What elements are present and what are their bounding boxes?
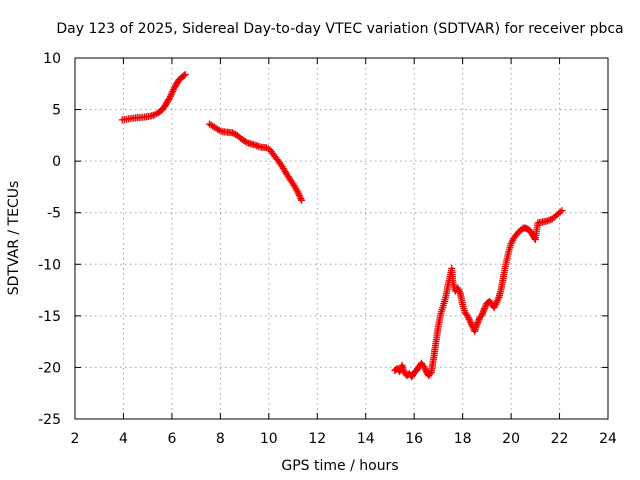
plot-frame	[74, 57, 609, 420]
y-tick-label: 10	[43, 51, 61, 67]
y-tick-label: -20	[38, 360, 61, 376]
data-point	[165, 96, 173, 104]
data-point	[558, 207, 566, 215]
data-point	[556, 208, 564, 216]
data-point	[298, 196, 306, 204]
x-tick-label: 12	[308, 431, 326, 447]
data-point	[295, 190, 303, 198]
y-axis-label: SDTVAR / TECUs	[6, 181, 22, 296]
x-axis-label: GPS time / hours	[281, 458, 398, 474]
series-layer	[118, 71, 566, 381]
data-point	[181, 71, 189, 79]
x-tick-label: 6	[167, 431, 176, 447]
series-segment-1	[118, 71, 189, 124]
x-tick-label: 2	[71, 431, 80, 447]
data-point	[545, 216, 553, 224]
data-point	[295, 191, 303, 199]
x-tick-label: 14	[357, 431, 375, 447]
x-tick-label: 16	[405, 431, 423, 447]
data-point	[543, 217, 551, 225]
data-point	[297, 195, 305, 203]
y-tick-label: -15	[38, 309, 61, 325]
grid-layer	[75, 58, 608, 419]
data-point	[426, 370, 434, 378]
chart-title: Day 123 of 2025, Sidereal Day-to-day VTE…	[56, 21, 623, 37]
x-tick-label: 18	[454, 431, 472, 447]
tick-layer	[74, 57, 609, 420]
y-tick-label: -25	[38, 412, 61, 428]
x-tick-label: 20	[502, 431, 520, 447]
data-point	[294, 188, 302, 196]
x-tick-label: 24	[599, 431, 617, 447]
x-tick-label: 4	[119, 431, 128, 447]
data-point	[241, 138, 249, 146]
x-tick-label: 8	[216, 431, 225, 447]
data-point	[180, 72, 188, 80]
x-tick-label: 22	[551, 431, 569, 447]
y-tick-label: 0	[52, 154, 61, 170]
series-segment-2	[205, 120, 306, 204]
data-point	[296, 193, 304, 201]
y-tick-label: 5	[52, 103, 61, 119]
y-tick-label: -10	[38, 257, 61, 273]
series-segment-3	[391, 207, 566, 381]
y-tick-label: -5	[47, 206, 61, 222]
x-tick-label: 10	[260, 431, 278, 447]
